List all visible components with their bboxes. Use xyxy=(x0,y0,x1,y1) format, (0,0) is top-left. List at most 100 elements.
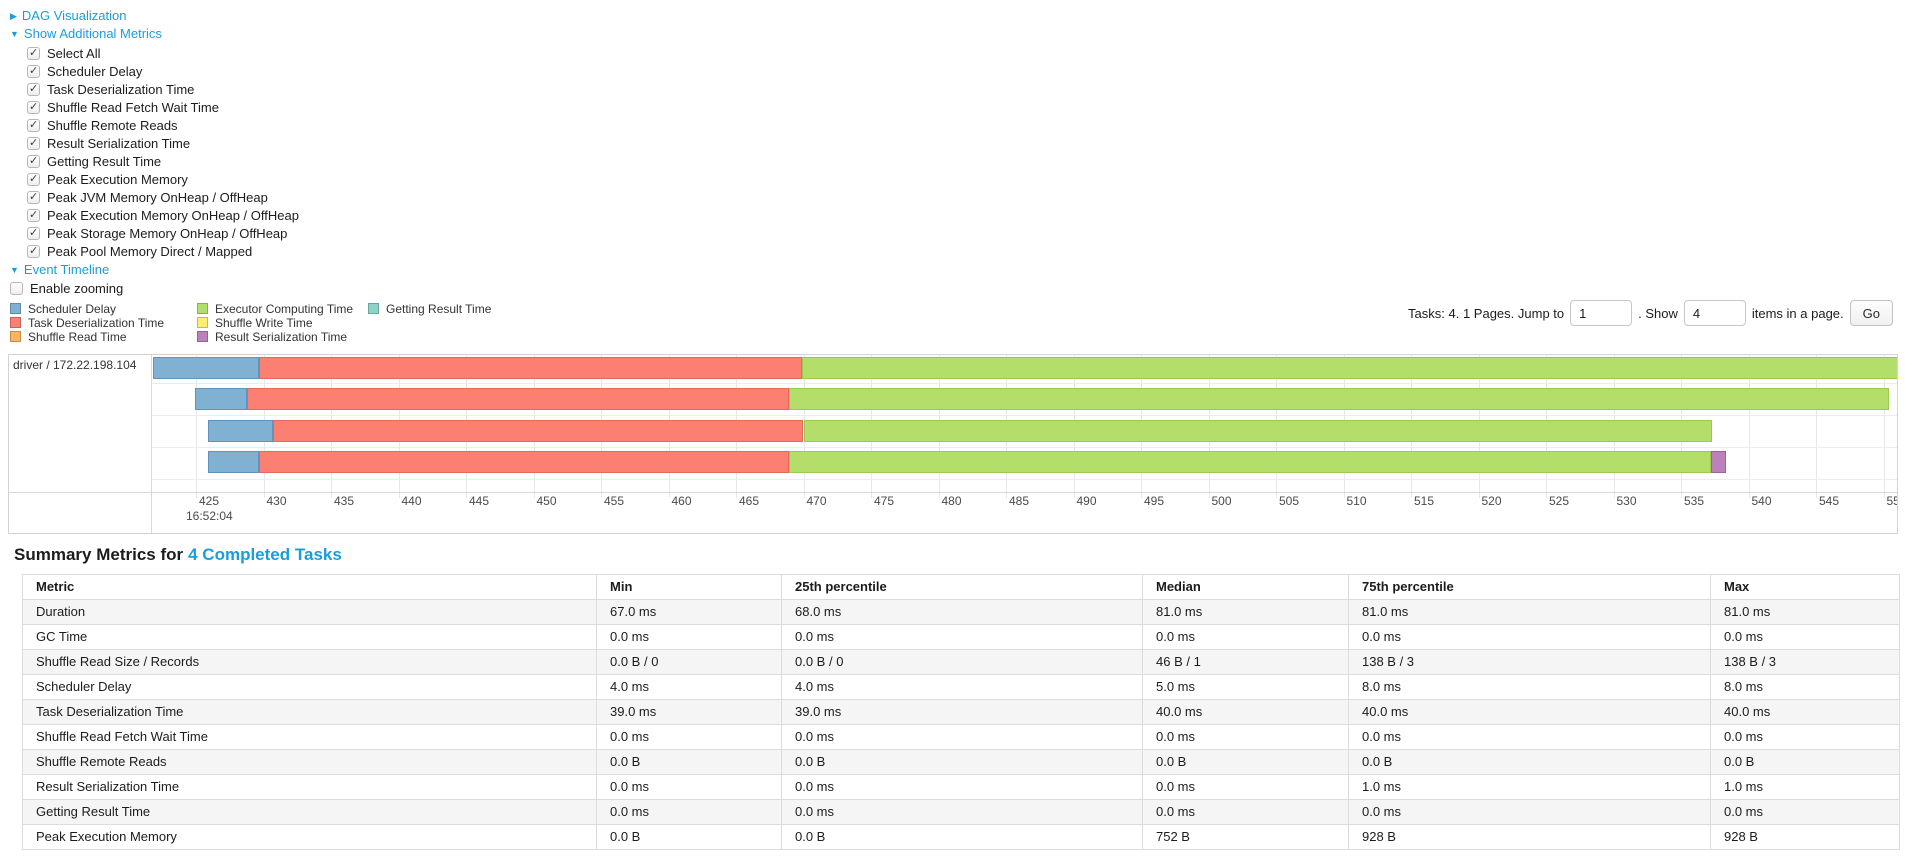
table-cell: 0.0 ms xyxy=(781,799,1143,825)
table-cell: 68.0 ms xyxy=(781,599,1143,625)
task-bar-segment-executor_computing[interactable] xyxy=(788,388,1889,410)
task-bar-segment-task_deserialization[interactable] xyxy=(259,357,803,379)
metric-checkbox-label: Peak JVM Memory OnHeap / OffHeap xyxy=(47,189,268,205)
column-header: Metric xyxy=(22,574,597,600)
event-timeline-toggle[interactable]: ▼ Event Timeline xyxy=(10,262,109,277)
task-bar-segment-task_deserialization[interactable] xyxy=(259,451,789,473)
enable-zooming-row: Enable zooming xyxy=(10,280,1907,297)
table-cell: 1.0 ms xyxy=(1348,774,1711,800)
task-bar-segment-executor_computing[interactable] xyxy=(802,357,1897,379)
expanded-arrow-icon: ▼ xyxy=(10,265,19,275)
metric-checkbox[interactable] xyxy=(27,190,40,204)
table-cell: 138 B / 3 xyxy=(1710,649,1900,675)
legend-swatch-icon xyxy=(10,331,21,342)
axis-tick-label: 535 xyxy=(1684,494,1705,508)
axis-tick-label: 475 xyxy=(874,494,895,508)
legend-label: Executor Computing Time xyxy=(215,301,354,316)
legend-item: Shuffle Read Time xyxy=(10,329,197,344)
collapsed-arrow-icon: ▶ xyxy=(10,11,17,21)
axis-tick-label: 455 xyxy=(604,494,625,508)
metric-checkbox[interactable] xyxy=(27,136,40,150)
executor-group-label: driver / 172.22.198.104 xyxy=(9,355,152,533)
task-bar-segment-scheduler_delay[interactable] xyxy=(208,451,260,473)
table-cell: 0.0 ms xyxy=(781,624,1143,650)
table-cell: Getting Result Time xyxy=(22,799,597,825)
legend-item: Task Deserialization Time xyxy=(10,316,197,330)
summary-metrics-title: Summary Metrics for 4 Completed Tasks xyxy=(14,545,1907,565)
task-bar-segment-task_deserialization[interactable] xyxy=(247,388,789,410)
table-cell: 0.0 ms xyxy=(781,774,1143,800)
axis-tick-label: 540 xyxy=(1751,494,1772,508)
timeline-legend: Scheduler Delay Task Deserialization Time… xyxy=(10,302,1907,344)
table-cell: 40.0 ms xyxy=(1710,699,1900,725)
table-cell: 8.0 ms xyxy=(1710,674,1900,700)
jump-to-page-input[interactable] xyxy=(1570,300,1633,326)
table-cell: Peak Execution Memory xyxy=(22,824,597,850)
legend-item: Scheduler Delay xyxy=(10,302,197,316)
table-cell: 0.0 ms xyxy=(1348,624,1711,650)
table-cell: 0.0 ms xyxy=(1348,799,1711,825)
axis-tick-label: 545 xyxy=(1819,494,1840,508)
timeline-chart-area: 425 430 435 440 445 450 455 460 465 470 475 480 485 4… xyxy=(152,355,1897,533)
table-cell: 0.0 ms xyxy=(596,799,782,825)
metric-checkbox[interactable] xyxy=(27,64,40,78)
metric-checkbox[interactable] xyxy=(27,244,40,258)
time-axis-line xyxy=(9,492,1897,493)
items-per-page-input[interactable] xyxy=(1683,300,1746,326)
table-cell: 81.0 ms xyxy=(1142,599,1349,625)
axis-tick-label: 525 xyxy=(1549,494,1570,508)
metric-checkbox[interactable] xyxy=(27,100,40,114)
metric-checkbox[interactable] xyxy=(27,172,40,186)
completed-tasks-link[interactable]: 4 Completed Tasks xyxy=(188,545,342,564)
task-bar-segment-executor_computing[interactable] xyxy=(803,420,1713,442)
go-button[interactable]: Go xyxy=(1849,300,1893,326)
table-cell: 39.0 ms xyxy=(781,699,1143,725)
table-cell: Shuffle Remote Reads xyxy=(22,749,597,775)
metric-checkbox-label: Peak Execution Memory OnHeap / OffHeap xyxy=(47,207,299,223)
table-cell: 39.0 ms xyxy=(596,699,782,725)
table-cell: Result Serialization Time xyxy=(22,774,597,800)
table-cell: 5.0 ms xyxy=(1142,674,1349,700)
task-bar-segment-executor_computing[interactable] xyxy=(788,451,1711,473)
table-cell: 0.0 B xyxy=(596,824,782,850)
metric-checkbox[interactable] xyxy=(27,82,40,96)
metric-checkbox[interactable] xyxy=(27,118,40,132)
task-bar-segment-task_deserialization[interactable] xyxy=(272,420,804,442)
metrics-checkbox-row: Task Deserialization Time xyxy=(27,80,1907,98)
dag-visualization-toggle[interactable]: ▶ DAG Visualization xyxy=(10,8,126,23)
legend-label: Shuffle Read Time xyxy=(28,329,127,344)
metric-checkbox[interactable] xyxy=(27,226,40,240)
task-bar-segment-scheduler_delay[interactable] xyxy=(152,357,260,379)
legend-swatch-icon xyxy=(368,303,379,314)
metric-checkbox[interactable] xyxy=(27,46,40,60)
legend-item: Shuffle Write Time xyxy=(197,316,368,330)
table-cell: 0.0 ms xyxy=(1710,724,1900,750)
metric-checkbox-label: Getting Result Time xyxy=(47,153,162,169)
legend-swatch-icon xyxy=(197,317,208,328)
metrics-checkbox-row: Peak Storage Memory OnHeap / OffHeap xyxy=(27,224,1907,242)
metrics-checkbox-row: Shuffle Remote Reads xyxy=(27,116,1907,134)
metric-checkbox[interactable] xyxy=(27,208,40,222)
metrics-checkbox-row: Peak JVM Memory OnHeap / OffHeap xyxy=(27,188,1907,206)
axis-gridline xyxy=(196,355,197,498)
table-row: Peak Execution Memory 0.0 B 0.0 B 752 B 928 … xyxy=(22,824,1900,850)
table-row: Duration 67.0 ms 68.0 ms 81.0 ms 81.0 ms 81.0… xyxy=(22,599,1900,625)
metrics-checkbox-row: Shuffle Read Fetch Wait Time xyxy=(27,98,1907,116)
metric-checkbox-label: Task Deserialization Time xyxy=(47,81,195,97)
legend-label: Getting Result Time xyxy=(386,301,492,316)
legend-item: Result Serialization Time xyxy=(197,330,368,344)
metrics-checkbox-row: Peak Pool Memory Direct / Mapped xyxy=(27,242,1907,260)
table-cell: 0.0 ms xyxy=(1710,624,1900,650)
table-cell: Shuffle Read Fetch Wait Time xyxy=(22,724,597,750)
task-bar-segment-scheduler_delay[interactable] xyxy=(208,420,273,442)
task-bar-segment-scheduler_delay[interactable] xyxy=(194,388,248,410)
legend-column: Getting Result Time xyxy=(368,302,491,344)
metric-checkbox-label: Scheduler Delay xyxy=(47,63,143,79)
axis-tick-label: 530 xyxy=(1616,494,1637,508)
show-additional-metrics-toggle[interactable]: ▼ Show Additional Metrics xyxy=(10,26,162,41)
metric-checkbox[interactable] xyxy=(27,154,40,168)
metric-checkbox-label: Shuffle Read Fetch Wait Time xyxy=(47,99,219,115)
enable-zooming-checkbox[interactable] xyxy=(10,282,23,295)
axis-gridline xyxy=(1816,355,1817,498)
task-bar-segment-result_serialization[interactable] xyxy=(1710,451,1726,473)
